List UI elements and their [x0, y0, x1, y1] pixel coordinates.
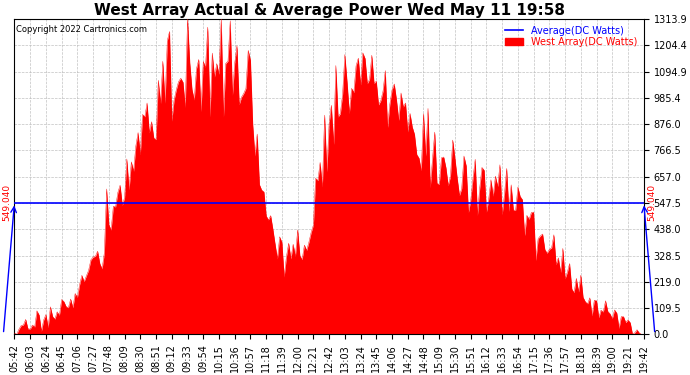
Text: 549.040: 549.040 — [2, 184, 11, 221]
Legend: Average(DC Watts), West Array(DC Watts): Average(DC Watts), West Array(DC Watts) — [503, 24, 639, 49]
Text: Copyright 2022 Cartronics.com: Copyright 2022 Cartronics.com — [16, 25, 147, 34]
Title: West Array Actual & Average Power Wed May 11 19:58: West Array Actual & Average Power Wed Ma… — [94, 3, 564, 18]
Text: 549.040: 549.040 — [647, 184, 656, 221]
